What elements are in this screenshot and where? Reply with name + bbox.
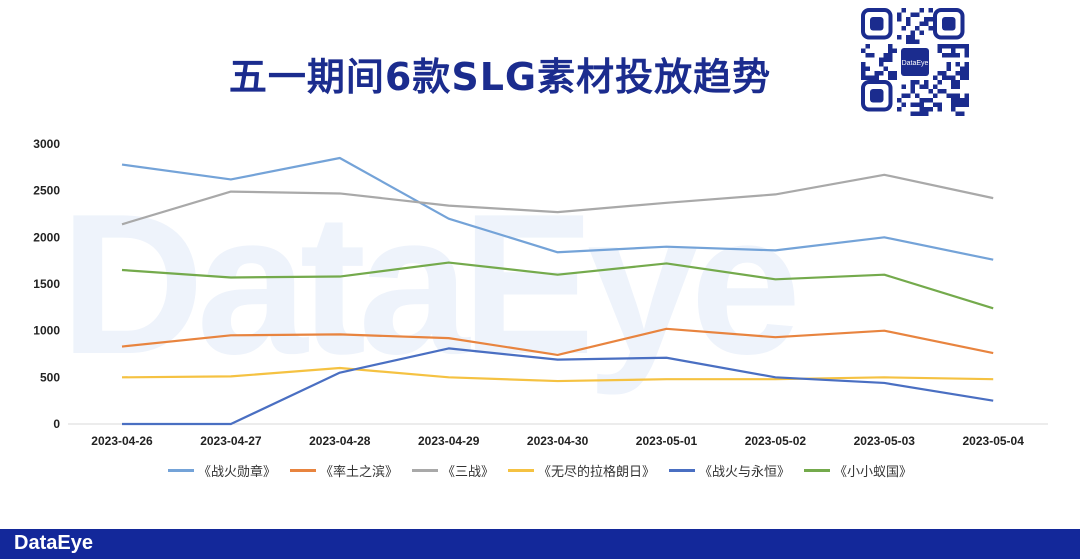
series-line-2	[121, 173, 994, 226]
series-line-1	[121, 327, 994, 357]
legend-item: 《无尽的拉格朗日》	[508, 461, 655, 480]
legend-item: 《小小蚁国》	[804, 461, 912, 480]
x-tick-label: 2023-05-02	[745, 434, 807, 448]
x-tick-label: 2023-04-26	[91, 434, 153, 448]
footer-bar: DataEye	[0, 529, 1080, 559]
qr-logo-text: DataEye	[902, 60, 929, 67]
legend-item: 《战火与永恒》	[669, 461, 790, 480]
legend-swatch	[411, 469, 438, 472]
x-tick-label: 2023-04-27	[200, 434, 262, 448]
x-tick-label: 2023-05-01	[636, 434, 698, 448]
series-line-5	[121, 261, 994, 310]
footer-logo: DataEye	[14, 532, 93, 554]
y-tick-label: 1500	[33, 277, 60, 291]
legend-item: 《三战》	[411, 461, 494, 480]
legend-swatch	[167, 469, 194, 472]
legend-label: 《率土之滨》	[319, 465, 398, 480]
legend-swatch	[289, 469, 316, 472]
y-tick-label: 3000	[33, 137, 60, 151]
y-tick-label: 0	[53, 417, 60, 431]
legend-label: 《战火勋章》	[197, 465, 276, 480]
x-tick-label: 2023-05-04	[963, 434, 1025, 448]
series-line-4	[122, 347, 994, 426]
x-tick-label: 2023-04-29	[418, 434, 480, 448]
legend: 《战火勋章》 《率土之滨》 《三战》 《无尽的拉格朗日》 《战火与永恒》 《小小蚁国》	[0, 461, 1080, 480]
legend-swatch	[669, 469, 696, 472]
y-tick-label: 2000	[33, 230, 60, 244]
x-tick-label: 2023-04-28	[309, 434, 371, 448]
legend-label: 《无尽的拉格朗日》	[538, 465, 656, 480]
legend-swatch	[804, 469, 831, 472]
legend-label: 《三战》	[441, 465, 494, 480]
legend-label: 《小小蚁国》	[834, 465, 913, 480]
y-tick-label: 1000	[33, 324, 60, 338]
legend-swatch	[508, 469, 534, 472]
legend-item: 《率土之滨》	[289, 461, 398, 480]
y-tick-label: 500	[40, 370, 60, 384]
series-line-0	[121, 156, 994, 261]
qr-code: DataEye	[861, 8, 969, 116]
legend-item: 《战火勋章》	[167, 461, 276, 480]
x-tick-label: 2023-04-30	[527, 434, 589, 448]
line-chart: 0 500 1000 1500 2000 2500 3000 2023-04-26 2023-0…	[33, 137, 1048, 448]
x-tick-label: 2023-05-03	[854, 434, 916, 448]
page-title: 五一期间6款SLG素材投放趋势	[228, 55, 772, 99]
series-line-3	[121, 366, 994, 383]
y-tick-label: 2500	[33, 184, 60, 198]
legend-label: 《战火与永恒》	[699, 465, 791, 480]
